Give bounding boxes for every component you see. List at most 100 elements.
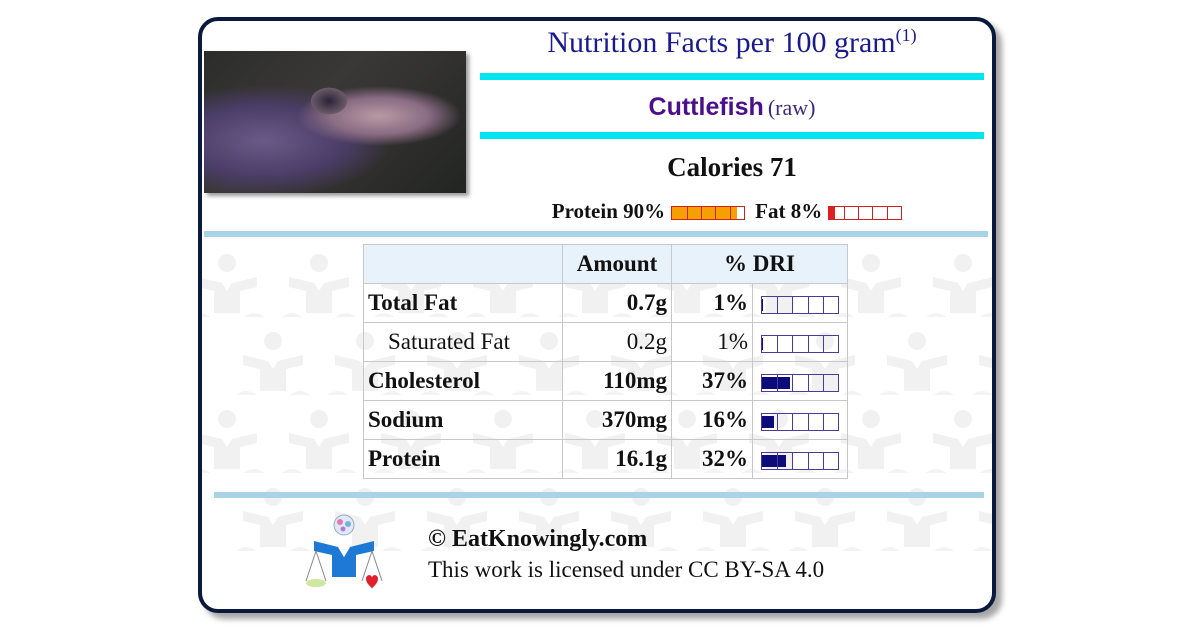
dri-bar-tick — [792, 413, 794, 430]
nutrient-name: Cholesterol — [363, 361, 563, 401]
nutrient-dri-percent: 1% — [671, 283, 753, 323]
food-heading: Cuttlefish (raw) — [482, 93, 982, 122]
macro-bar — [828, 206, 903, 221]
table-row: Saturated Fat 0.2g 1% — [363, 322, 848, 362]
watermark-figure — [202, 254, 264, 317]
dri-bar-tick — [777, 413, 779, 430]
dri-bar — [761, 373, 839, 392]
nutrient-dri-bar-cell — [752, 400, 848, 440]
table-header-row: Amount % DRI — [363, 244, 848, 284]
page-title: Nutrition Facts per 100 gram(1) — [482, 25, 982, 60]
nutrient-amount: 0.2g — [562, 322, 672, 362]
dri-bar-tick — [822, 413, 824, 430]
nutrient-dri-percent: 32% — [671, 439, 753, 479]
food-divider — [480, 132, 984, 139]
nutrient-dri-percent: 1% — [671, 322, 753, 362]
dri-bar-tick — [807, 452, 809, 469]
scale-person-logo — [305, 514, 383, 589]
nutrient-dri-bar-cell — [752, 361, 848, 401]
dri-bar-tick — [807, 374, 809, 391]
top-divider — [480, 73, 984, 80]
header-nutrient — [363, 244, 563, 284]
dri-bar-tick — [807, 296, 809, 313]
dri-bar-tick — [807, 335, 809, 352]
copyright-text: © EatKnowingly.com — [428, 526, 648, 552]
dri-bar-tick — [777, 296, 779, 313]
section-divider — [204, 231, 988, 237]
cuttlefish-photo — [204, 51, 466, 193]
nutrient-name: Sodium — [363, 400, 563, 440]
watermark-figure — [926, 254, 992, 317]
nutrition-card: Nutrition Facts per 100 gram(1) Cuttlefi… — [198, 17, 996, 613]
dri-bar-tick — [792, 296, 794, 313]
dri-bar-tick — [822, 296, 824, 313]
macro-bar-tick — [858, 207, 860, 220]
nutrient-dri-bar-cell — [752, 322, 848, 362]
footer-divider — [214, 492, 984, 498]
nutrient-dri-bar-cell — [752, 283, 848, 323]
table-row: Cholesterol 110mg 37% — [363, 361, 848, 401]
footer: © EatKnowingly.com This work is licensed… — [428, 526, 824, 583]
nutrient-amount: 0.7g — [562, 283, 672, 323]
title-footnote: (1) — [895, 25, 917, 45]
macro-label: Fat 8% — [755, 199, 823, 223]
dri-bar-tick — [792, 335, 794, 352]
license-text: This work is licensed under CC BY-SA 4.0 — [428, 557, 825, 582]
dri-bar-fill — [762, 298, 763, 311]
dri-bar-tick — [777, 335, 779, 352]
macro-bar-tick — [872, 207, 874, 220]
watermark-figure — [880, 332, 954, 395]
dri-bar-tick — [792, 374, 794, 391]
macro-bar-tick — [843, 207, 845, 220]
dri-bar-tick — [822, 452, 824, 469]
dri-bar-fill — [762, 454, 787, 467]
watermark-figure — [282, 254, 356, 317]
macro-bar-tick — [700, 207, 702, 220]
header-amount: Amount — [562, 244, 672, 284]
nutrient-amount: 370mg — [562, 400, 672, 440]
nutrient-name: Saturated Fat — [363, 322, 563, 362]
macro-bar-tick — [715, 207, 717, 220]
food-name: Cuttlefish — [648, 93, 764, 121]
watermark-figure — [834, 410, 908, 473]
table-row: Total Fat 0.7g 1% — [363, 283, 848, 323]
table-row: Sodium 370mg 16% — [363, 400, 848, 440]
dri-bar — [761, 295, 839, 314]
nutrient-dri-bar-cell — [752, 439, 848, 479]
dri-bar-tick — [822, 374, 824, 391]
nutrient-dri-percent: 37% — [671, 361, 753, 401]
watermark-figure — [972, 355, 992, 395]
dri-bar-tick — [807, 413, 809, 430]
nutrient-amount: 110mg — [562, 361, 672, 401]
watermark-figure — [236, 332, 310, 395]
nutrient-table: Amount % DRI Total Fat 0.7g 1% Saturated Fa… — [363, 244, 848, 479]
watermark-figure — [202, 410, 264, 473]
macro-bar-tick — [729, 207, 731, 220]
food-preparation: (raw) — [767, 95, 816, 120]
watermark-figure — [926, 410, 992, 473]
dri-bar — [761, 334, 839, 353]
dri-bar — [761, 451, 839, 470]
watermark-figure — [972, 511, 992, 551]
dri-bar-fill — [762, 337, 763, 350]
title-text: Nutrition Facts per 100 gram — [547, 26, 896, 59]
macro-bar-fill — [829, 207, 835, 220]
nutrient-name: Protein — [363, 439, 563, 479]
calories-label: Calories 71 — [667, 152, 797, 182]
nutrient-amount: 16.1g — [562, 439, 672, 479]
dri-bar-fill — [762, 376, 791, 389]
dri-bar-tick — [822, 335, 824, 352]
dri-bar-tick — [777, 452, 779, 469]
macro-bar — [671, 206, 746, 221]
macro-bar-tick — [886, 207, 888, 220]
macro-bar-fill — [672, 207, 737, 220]
dri-bar-fill — [762, 415, 775, 428]
dri-bar-tick — [792, 452, 794, 469]
header-dri: % DRI — [671, 244, 848, 284]
watermark-figure — [282, 410, 356, 473]
watermark-figure — [834, 254, 908, 317]
macro-bar-tick — [686, 207, 688, 220]
table-row: Protein 16.1g 32% — [363, 439, 848, 479]
macro-label: Protein 90% — [551, 199, 666, 223]
macro-breakdown: Protein 90% Fat 8% — [482, 199, 982, 224]
